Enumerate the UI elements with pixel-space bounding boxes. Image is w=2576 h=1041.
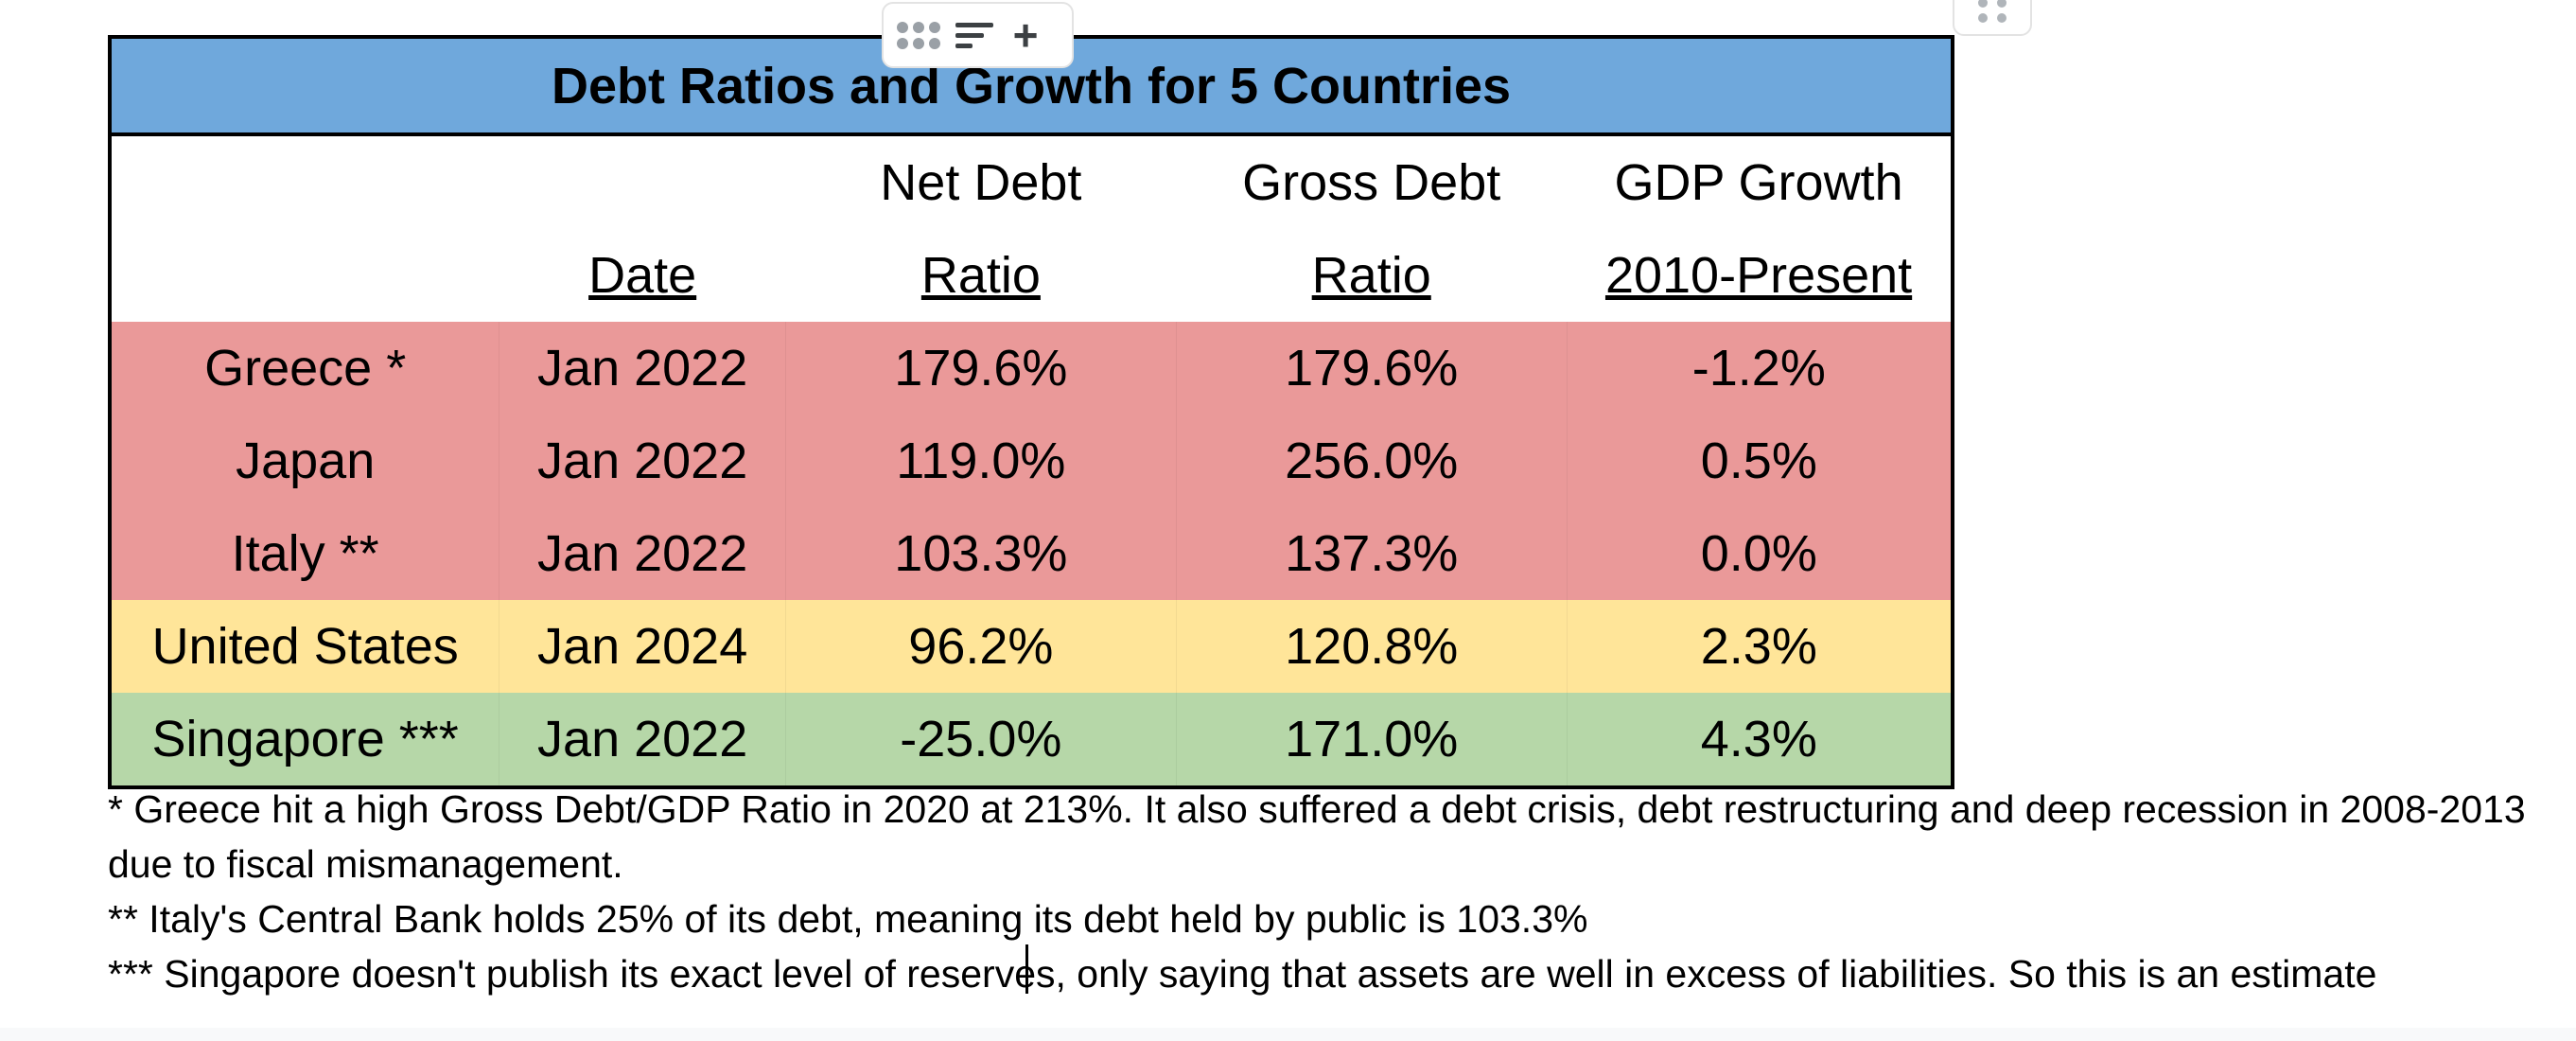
table-cell[interactable]: 256.0% [1175, 415, 1568, 507]
table-cell[interactable]: Singapore *** [110, 693, 499, 787]
text-cursor [1025, 944, 1028, 994]
header-cell[interactable]: GDP Growth [1567, 134, 1953, 229]
table-row-united-states: United States Jan 2024 96.2% 120.8% 2.3% [110, 600, 1953, 693]
table-cell[interactable]: 137.3% [1175, 507, 1568, 600]
header-cell[interactable]: Gross Debt [1176, 134, 1568, 229]
table-cell[interactable]: 2.3% [1566, 600, 1953, 693]
header-row-bottom: Date Ratio Ratio 2010-Present [110, 229, 1953, 322]
table-cell[interactable]: Japan [110, 415, 499, 507]
footnote-singapore[interactable]: *** Singapore doesn't publish its exact … [108, 952, 2377, 996]
table-row-greece: Greece * Jan 2022 179.6% 179.6% -1.2% [110, 322, 1953, 415]
header-row-top: Net Debt Gross Debt GDP Growth [110, 134, 1953, 229]
header-cell[interactable] [110, 134, 499, 229]
table-cell[interactable]: 96.2% [784, 600, 1177, 693]
table-cell[interactable]: 171.0% [1175, 693, 1568, 787]
header-cell[interactable]: Ratio [1176, 229, 1568, 322]
header-cell[interactable]: Net Debt [785, 134, 1177, 229]
table-row-singapore: Singapore *** Jan 2022 -25.0% 171.0% 4.3… [110, 693, 1953, 787]
table-cell[interactable]: United States [110, 600, 499, 693]
table-cell[interactable]: Jan 2022 [499, 415, 786, 507]
table-cell[interactable]: Jan 2022 [499, 507, 786, 600]
footnotes: * Greece hit a high Gross Debt/GDP Ratio… [108, 782, 2567, 1001]
table-cell[interactable]: Greece * [110, 322, 499, 415]
table-cell[interactable]: Italy ** [110, 507, 499, 600]
table-cell[interactable]: -1.2% [1566, 322, 1953, 415]
footnote-italy[interactable]: ** Italy's Central Bank holds 25% of its… [108, 897, 1588, 941]
align-icon[interactable] [948, 7, 1001, 63]
header-cell[interactable]: Ratio [785, 229, 1177, 322]
side-drag-handle-icon[interactable] [1953, 0, 2032, 36]
header-cell[interactable]: Date [499, 229, 786, 322]
table-cell[interactable]: -25.0% [784, 693, 1177, 787]
table-cell[interactable]: 119.0% [784, 415, 1177, 507]
table-cell[interactable]: 0.0% [1566, 507, 1953, 600]
header-cell[interactable] [110, 229, 499, 322]
bottom-band [0, 1028, 2576, 1041]
table-cell[interactable]: Jan 2022 [499, 322, 786, 415]
header-cell[interactable] [499, 134, 786, 229]
plus-icon[interactable]: + [1012, 10, 1039, 60]
drag-handle-icon[interactable] [889, 7, 948, 63]
table-cell[interactable]: 4.3% [1566, 693, 1953, 787]
table-cell[interactable]: Jan 2022 [499, 693, 786, 787]
table-row-japan: Japan Jan 2022 119.0% 256.0% 0.5% [110, 415, 1953, 507]
table-cell[interactable]: 120.8% [1175, 600, 1568, 693]
debt-table: Debt Ratios and Growth for 5 Countries N… [108, 35, 1954, 789]
table-cell[interactable]: Jan 2024 [499, 600, 786, 693]
footnote-greece[interactable]: * Greece hit a high Gross Debt/GDP Ratio… [108, 787, 2526, 886]
header-cell[interactable]: 2010-Present [1567, 229, 1953, 322]
block-toolbar: + [882, 2, 1074, 68]
table-cell[interactable]: 179.6% [784, 322, 1177, 415]
table-row-italy: Italy ** Jan 2022 103.3% 137.3% 0.0% [110, 507, 1953, 600]
table-cell[interactable]: 0.5% [1566, 415, 1953, 507]
table-cell[interactable]: 103.3% [784, 507, 1177, 600]
table-cell[interactable]: 179.6% [1175, 322, 1568, 415]
